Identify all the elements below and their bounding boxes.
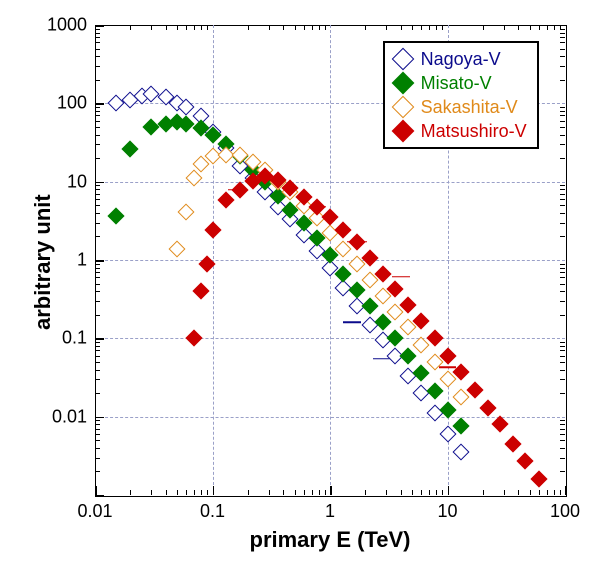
x-tick-label: 0.1	[200, 501, 225, 522]
y-tick-label: 0.01	[52, 406, 87, 427]
x-axis-title: primary E (TeV)	[250, 527, 411, 553]
legend-swatch	[391, 96, 414, 119]
legend-swatch	[391, 48, 414, 71]
legend-entry: Misato-V	[387, 71, 535, 95]
legend-entry: Matsushiro-V	[387, 119, 535, 143]
y-tick-label: 1000	[47, 15, 87, 36]
legend-label: Nagoya-V	[421, 49, 501, 70]
x-tick-label: 10	[437, 501, 457, 522]
legend-swatch	[391, 120, 414, 143]
legend: Nagoya-V Misato-V Sakashita-V Matsushiro-V	[383, 41, 539, 149]
x-tick-label: 0.01	[77, 501, 112, 522]
y-tick-label: 1	[77, 250, 87, 271]
x-tick-label: 1	[325, 501, 335, 522]
legend-entry: Nagoya-V	[387, 47, 535, 71]
y-tick-label: 10	[67, 171, 87, 192]
y-tick-label: 100	[57, 93, 87, 114]
legend-label: Misato-V	[421, 73, 492, 94]
y-tick-label: 0.1	[62, 328, 87, 349]
legend-label: Sakashita-V	[421, 97, 518, 118]
legend-swatch	[391, 72, 414, 95]
y-axis-title: arbitrary unit	[30, 194, 56, 330]
scatter-chart: { "chart": { "type": "scatter-loglog", "…	[0, 0, 613, 570]
legend-label: Matsushiro-V	[421, 121, 527, 142]
x-tick-label: 100	[550, 501, 580, 522]
legend-entry: Sakashita-V	[387, 95, 535, 119]
